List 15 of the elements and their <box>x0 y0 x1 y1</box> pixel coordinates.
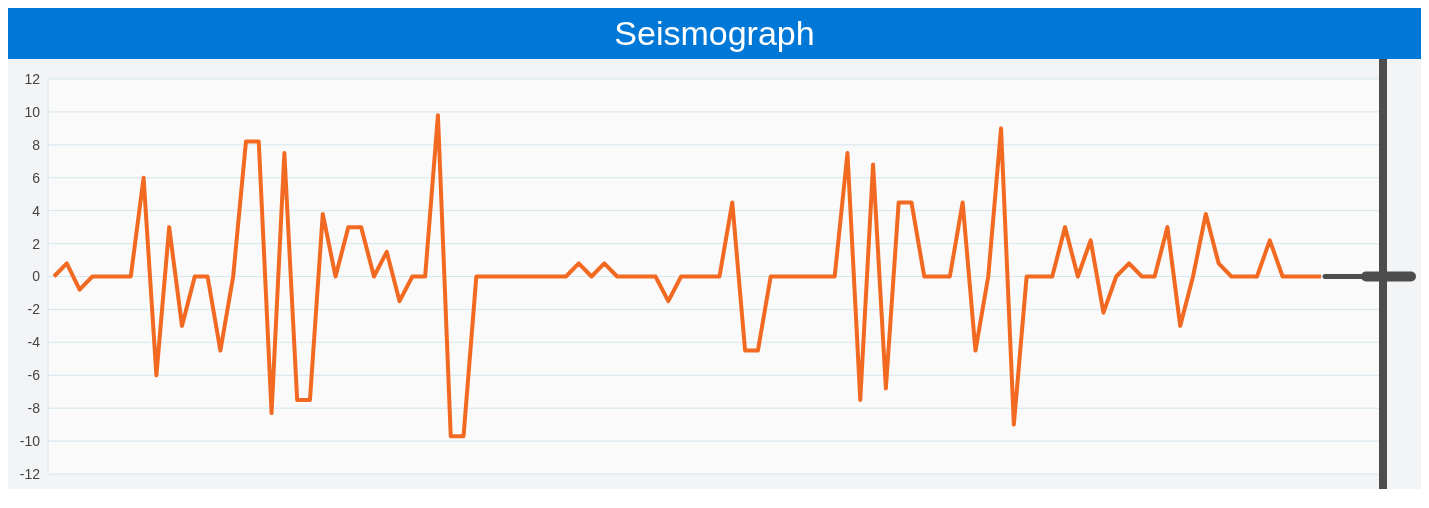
y-tick-label: 8 <box>32 136 41 153</box>
y-tick-label: -10 <box>19 433 41 450</box>
y-tick-label: -6 <box>27 367 41 384</box>
y-tick-label: -4 <box>27 334 41 351</box>
y-tick-label: 2 <box>32 235 41 252</box>
y-tick-label: 0 <box>32 268 41 285</box>
y-tick-label: -8 <box>27 400 41 417</box>
y-tick-label: 6 <box>32 169 41 186</box>
chart-title: Seismograph <box>8 8 1421 59</box>
y-tick-label: -12 <box>19 465 41 482</box>
y-tick-label: -2 <box>27 301 41 318</box>
line-series <box>52 113 1323 439</box>
y-tick-label: 12 <box>24 70 41 87</box>
y-tick-label: 10 <box>24 103 41 120</box>
y-tick-label: 4 <box>32 202 41 219</box>
